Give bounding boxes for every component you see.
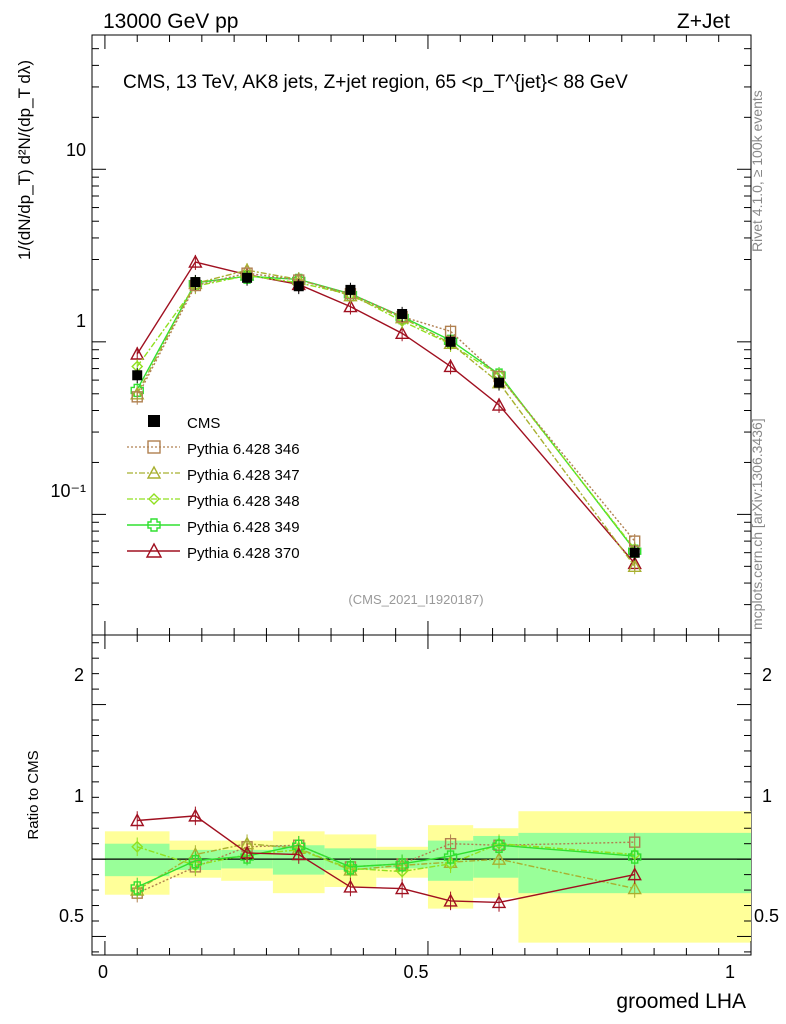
data-point: [242, 272, 253, 283]
legend-entry-370: Pythia 6.428 370: [127, 542, 300, 562]
legend-label: Pythia 6.428 347: [187, 467, 300, 484]
main-y-axis-label: 1/(dN/dp_T) d²N/(dp_T dλ): [15, 60, 34, 260]
ratio-point: [443, 850, 458, 864]
data-point: [132, 370, 143, 381]
legend-label: Pythia 6.428 370: [187, 545, 300, 562]
data-point: [130, 346, 145, 360]
ratio-ytick-label: 2: [74, 665, 84, 685]
ratio-series-pythia-6-428-370: [130, 806, 642, 912]
data-point: [627, 558, 642, 573]
legend-entry-348: Pythia 6.428 348: [127, 493, 300, 510]
ratio-ytick-label-right: 2: [762, 665, 772, 685]
data-point: [131, 391, 143, 403]
energy-label: 13000 GeV pp: [103, 10, 238, 33]
ratio-plot-frame: [91, 634, 752, 956]
series-cms: [132, 270, 640, 561]
data-point: [293, 281, 304, 292]
legend-label: Pythia 6.428 348: [187, 493, 300, 510]
legend-entry-346: Pythia 6.428 346: [127, 440, 300, 458]
xtick-label: 0.5: [403, 962, 428, 982]
ratio-point: [394, 881, 410, 895]
data-point: [343, 299, 358, 313]
main-axis-ticks: [92, 34, 752, 636]
ratio-point: [343, 879, 358, 893]
ratio-point: [628, 850, 642, 864]
ratio-point: [395, 858, 409, 872]
ratio-ytick-label: 1: [74, 786, 84, 806]
data-point: [188, 254, 203, 268]
xtick-label: 0: [98, 962, 108, 982]
x-axis-label: groomed LHA: [616, 990, 746, 1013]
data-point: [443, 358, 458, 373]
data-point: [345, 284, 356, 295]
ratio-ytick-label-right: 1: [762, 786, 772, 806]
data-point: [629, 547, 640, 558]
legend-entry-349: Pythia 6.428 349: [127, 518, 300, 536]
xtick-label: 1: [725, 962, 735, 982]
mcplots-label: mcplots.cern.ch [arXiv:1306.3436]: [749, 418, 765, 630]
rivet-version-label: Rivet 4.1.0, ≥ 100k events: [749, 90, 765, 252]
ratio-point: [492, 839, 506, 853]
legend: CMS Pythia 6.428 346 Pythia 6.428 347 Py…: [127, 415, 300, 562]
ratio-point: [291, 847, 306, 861]
ratio-point: [188, 855, 203, 869]
main-data-series: [130, 254, 642, 575]
legend-entry-347: Pythia 6.428 347: [127, 465, 300, 484]
ratio-point: [130, 813, 145, 827]
ratio-y-axis-label: Ratio to CMS: [25, 750, 42, 839]
data-point: [190, 277, 201, 288]
ratio-point: [443, 893, 458, 907]
main-chart-title: CMS, 13 TeV, AK8 jets, Z+jet region, 65 …: [123, 72, 628, 93]
data-point: [445, 336, 456, 347]
ratio-point: [491, 851, 507, 865]
series-pythia-6-428-348: [131, 268, 641, 557]
main-ytick-label: 10⁻¹: [50, 481, 86, 501]
ratio-point: [292, 839, 306, 853]
data-point: [494, 377, 505, 388]
ratio-data-series: [130, 806, 642, 912]
legend-label: Pythia 6.428 346: [187, 441, 300, 458]
ratio-point: [188, 808, 203, 822]
ratio-ytick-label-right: 0.5: [754, 906, 779, 926]
ratio-point: [239, 845, 255, 859]
ratio-ytick-label: 0.5: [59, 906, 84, 926]
legend-label: CMS: [187, 415, 220, 432]
ratio-point: [343, 861, 358, 875]
legend-entry-cms: CMS: [148, 415, 220, 432]
data-point: [394, 325, 410, 340]
main-ytick-label: 1: [76, 311, 86, 331]
ratio-point: [130, 881, 144, 895]
ratio-point: [491, 894, 507, 909]
main-ytick-label: 10: [66, 140, 86, 160]
analysis-reference: (CMS_2021_I1920187): [348, 592, 483, 607]
ratio-point: [627, 881, 642, 895]
ratio-point: [131, 840, 144, 853]
data-point: [130, 383, 144, 398]
ratio-series-pythia-6-428-349: [130, 835, 642, 897]
ratio-uncertainty-bands: [104, 811, 751, 943]
data-point: [491, 397, 507, 411]
data-point: [397, 308, 408, 319]
legend-label: Pythia 6.428 349: [187, 519, 300, 536]
ratio-point: [240, 850, 254, 864]
ratio-point: [627, 867, 642, 881]
ratio-point: [189, 859, 202, 872]
process-label: Z+Jet: [677, 10, 730, 33]
